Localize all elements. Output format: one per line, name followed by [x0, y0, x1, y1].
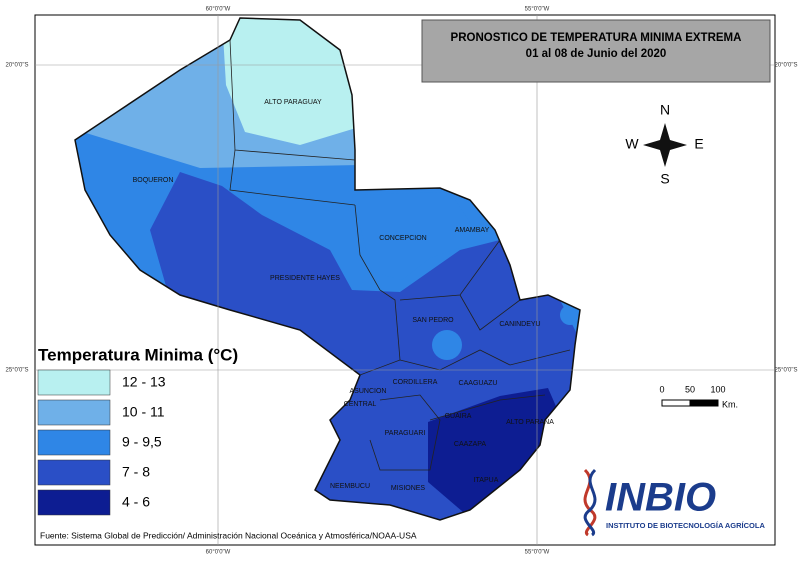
department-borders: [229, 39, 571, 471]
zone: [352, 192, 482, 280]
grid-label: 20°0'0"S: [774, 63, 797, 69]
region-label: CAAGUAZU: [459, 380, 498, 387]
grid-label: 25°0'0"S: [5, 368, 28, 374]
legend-label: 7 - 8: [122, 464, 150, 480]
source: Fuente: Sistema Global de Predicción/ Ad…: [40, 530, 417, 540]
grid-label: 20°0'0"S: [5, 63, 28, 69]
grid-label: 55°0'0"W: [525, 550, 550, 556]
compass-rose: [643, 123, 687, 167]
logo-subtitle: INSTITUTO DE BIOTECNOLOGÍA AGRÍCOLA: [606, 521, 765, 530]
region-label: CAAZAPA: [454, 441, 486, 448]
region-label: CONCEPCION: [379, 235, 426, 242]
scale-segment: [661, 399, 691, 407]
zone: [428, 388, 562, 518]
graticule: [35, 15, 775, 545]
legend-swatch: [37, 459, 111, 486]
region-label: GUAIRA: [445, 413, 472, 420]
logo-dna: [583, 468, 597, 537]
scale-tick: 100: [710, 384, 725, 394]
legend-label: 4 - 6: [122, 494, 150, 510]
legend-title: Temperatura Minima (°C): [38, 345, 238, 364]
region-label: PARAGUARI: [385, 430, 426, 437]
scale-segment: [689, 399, 719, 407]
region-label: ASUNCION: [350, 388, 387, 395]
zone: [560, 305, 580, 325]
subtitle: 01 al 08 de Junio del 2020: [526, 48, 667, 60]
region-label: NEEMBUCU: [330, 483, 370, 490]
compass-w: W: [625, 136, 639, 152]
legend-label: 12 - 13: [122, 374, 166, 390]
zone: [432, 330, 462, 360]
grid-label: 25°0'0"S: [774, 368, 797, 374]
region-label: BOQUERON: [133, 177, 174, 184]
region-label: AMAMBAY: [455, 227, 490, 234]
compass-n: N: [660, 102, 670, 118]
scale-unit: Km.: [722, 399, 738, 409]
compass-e: E: [694, 136, 703, 152]
legend-swatch: [37, 369, 111, 396]
region-label: MISIONES: [391, 485, 426, 492]
logo-box: [565, 457, 770, 540]
title-box: [421, 19, 771, 83]
grid-label: 60°0'0"W: [206, 7, 231, 13]
legend-label: 9 - 9,5: [122, 434, 162, 450]
scale-tick: 0: [659, 384, 664, 394]
compass-s: S: [660, 171, 669, 187]
title: PRONOSTICO DE TEMPERATURA MINIMA EXTREMA: [451, 32, 742, 44]
region-label: CENTRAL: [344, 401, 377, 408]
compass: N S W E: [625, 102, 703, 187]
region-label: ALTO PARAGUAY: [264, 99, 322, 106]
region-label: ITAPUA: [474, 477, 499, 484]
grid-label: 60°0'0"W: [206, 550, 231, 556]
region-label: SAN PEDRO: [412, 317, 454, 324]
scale-tick: 50: [685, 384, 695, 394]
region-label: CORDILLERA: [393, 379, 438, 386]
legend-label: 10 - 11: [122, 404, 165, 420]
region-label: PRESIDENTE HAYES: [270, 275, 340, 282]
region-label: ALTO PARANA: [506, 419, 554, 426]
country-outline: [74, 17, 581, 521]
legend-swatch: [37, 489, 111, 516]
grid-label: 55°0'0"W: [525, 7, 550, 13]
logo-name: INBIO: [605, 476, 716, 520]
legend-swatch: [37, 399, 111, 426]
zone: [222, 18, 356, 145]
legend-swatch: [37, 429, 111, 456]
region-label: CANINDEYU: [499, 321, 540, 328]
scale-bar: Km.: [661, 399, 738, 409]
